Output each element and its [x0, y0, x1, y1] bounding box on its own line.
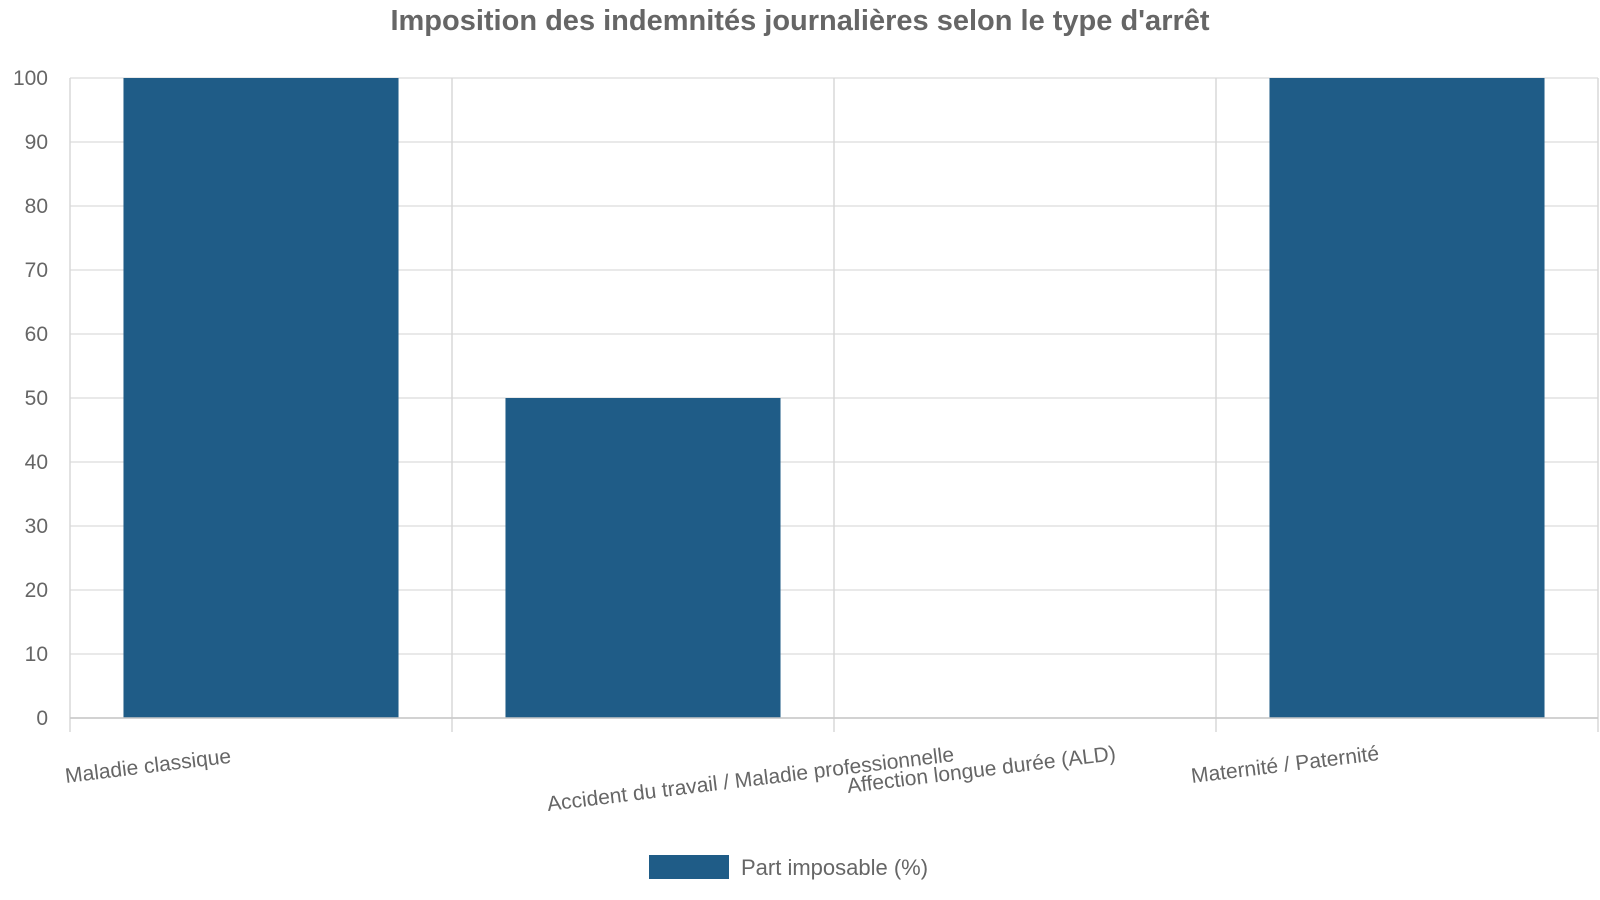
legend-swatch	[649, 855, 729, 879]
chart-title: Imposition des indemnités journalières s…	[390, 5, 1209, 37]
legend-label: Part imposable (%)	[741, 855, 928, 880]
y-tick-label-20: 20	[25, 579, 48, 602]
y-tick-label-40: 40	[25, 451, 48, 474]
x-tick-label-3: Maternité / Paternité	[1190, 742, 1380, 788]
y-tick-label-60: 60	[25, 323, 48, 346]
y-tick-label-50: 50	[25, 387, 48, 410]
y-tick-label-10: 10	[25, 643, 48, 666]
legend[interactable]: Part imposable (%)	[649, 855, 928, 880]
bar-1[interactable]	[505, 398, 781, 718]
y-tick-label-0: 0	[36, 707, 48, 730]
y-tick-label-70: 70	[25, 259, 48, 282]
y-tick-label-90: 90	[25, 131, 48, 154]
y-tick-label-100: 100	[13, 67, 48, 90]
bar-0[interactable]	[123, 78, 399, 718]
bar-3[interactable]	[1269, 78, 1545, 718]
x-tick-label-0: Maladie classique	[64, 745, 232, 788]
bars-layer	[123, 78, 1545, 718]
y-tick-label-80: 80	[25, 195, 48, 218]
y-tick-label-30: 30	[25, 515, 48, 538]
